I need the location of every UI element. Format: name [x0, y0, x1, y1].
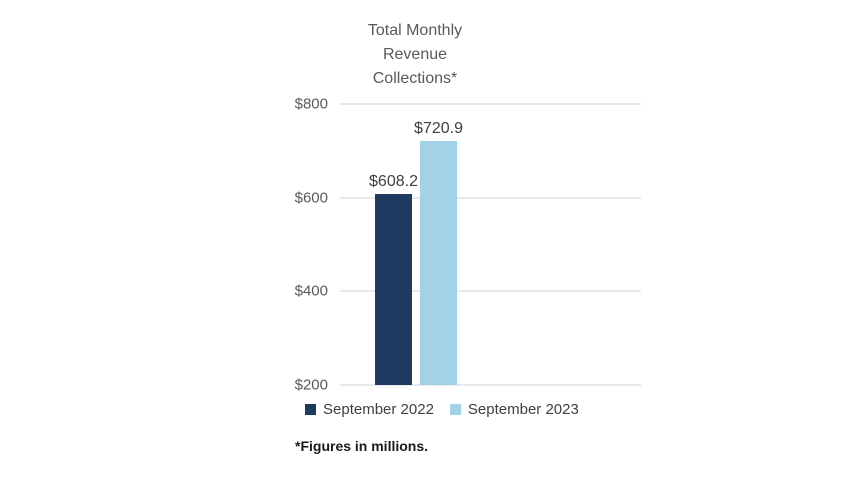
- plot-area: $608.2 $720.9: [340, 103, 641, 386]
- footnote: *Figures in millions.: [295, 438, 429, 454]
- gridline: [340, 290, 641, 293]
- bar-fill: [420, 141, 457, 385]
- y-axis-tick-label: $600: [294, 189, 328, 207]
- gridline: [340, 196, 641, 199]
- chart-title: Total Monthly Revenue Collections*: [367, 22, 463, 87]
- gridline: [340, 103, 641, 105]
- legend-item-september-2023: September 2023: [449, 401, 579, 418]
- gridline: [340, 384, 641, 386]
- legend-label: September 2022: [323, 401, 434, 418]
- y-axis-tick-label: $400: [294, 282, 328, 300]
- legend-marker-icon: [449, 404, 461, 415]
- legend-label: September 2023: [467, 401, 579, 418]
- y-axis-tick-label: $200: [294, 376, 328, 394]
- legend: September 2022 September 2023: [305, 401, 579, 418]
- bar-data-label: $608.2: [369, 172, 418, 190]
- bar-september-2022: $608.2: [369, 173, 418, 385]
- legend-item-september-2022: September 2022: [305, 401, 434, 418]
- bar-september-2023: $720.9: [414, 120, 463, 385]
- bar-fill: [375, 193, 412, 385]
- legend-marker-icon: [305, 404, 316, 415]
- y-axis-tick-label: $800: [294, 95, 328, 113]
- y-axis: $800 $600 $400 $200: [268, 96, 328, 394]
- bar-data-label: $720.9: [414, 120, 463, 138]
